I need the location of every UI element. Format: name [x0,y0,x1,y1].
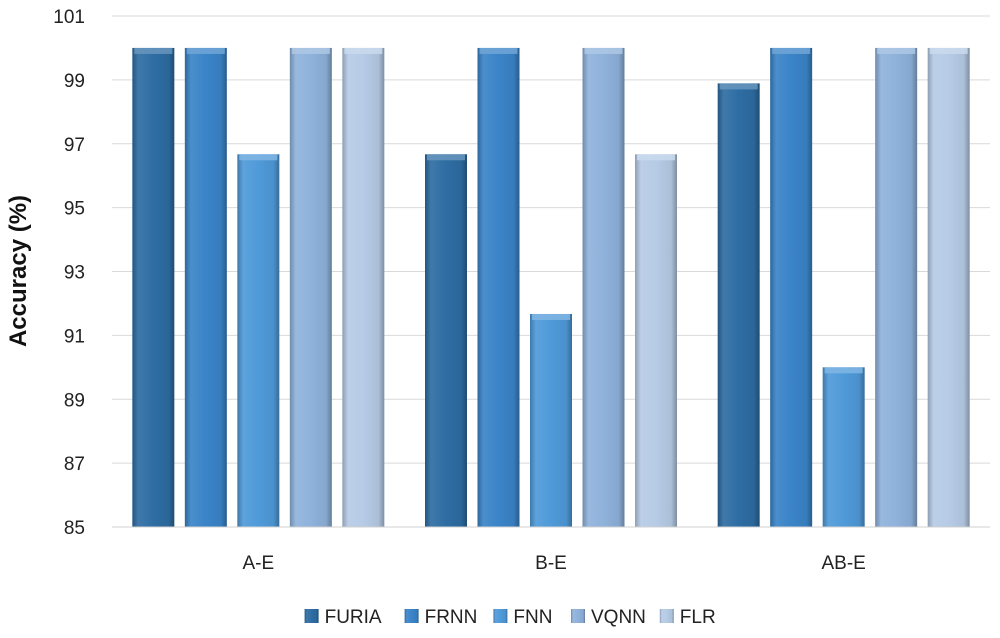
y-axis-title: Accuracy (%) [5,195,32,347]
legend-swatch-FLR [659,609,674,623]
bar-highlight [344,47,383,54]
bar-highlight [772,47,811,54]
bar-A-E-FURIA [132,47,175,527]
bar-AB-E-FLR [927,47,970,527]
bar-highlight [877,47,916,54]
y-tick-label: 87 [64,454,85,475]
bar-highlight [824,367,863,374]
bar-A-E-FLR [342,47,385,527]
y-axis-ticks: 85 87 89 91 93 95 97 99 101 [53,7,85,539]
y-tick-label: 89 [64,390,85,411]
bar-highlight [239,154,278,161]
bar-A-E-FNN [237,154,280,527]
legend-swatch-FNN [493,609,508,623]
bars [132,47,970,527]
legend-label: FRNN [425,607,478,628]
bar-highlight [427,154,465,161]
bar-AB-E-FURIA [717,83,760,527]
bar-highlight [637,154,675,161]
bar-highlight [479,47,518,54]
y-tick-label: 97 [64,135,85,156]
bar-highlight [584,47,623,54]
bar-B-E-FLR [635,154,677,527]
bar-AB-E-FRNN [770,47,813,527]
legend-label: FURIA [325,607,382,628]
bar-B-E-FNN [530,313,572,527]
legend-label: VQNN [591,607,646,628]
bar-A-E-FRNN [184,47,227,527]
x-category-label: A-E [242,553,274,574]
y-tick-label: 101 [53,7,85,28]
bar-highlight [186,47,225,54]
legend-label: FNN [513,607,552,628]
y-tick-label: 91 [64,326,85,347]
bar-B-E-VQNN [582,47,625,527]
legend-label: FLR [680,607,716,628]
bar-highlight [719,83,758,90]
bar-A-E-VQNN [289,47,332,527]
legend-swatch-VQNN [571,609,585,623]
bar-highlight [291,47,330,54]
bar-highlight [532,313,570,320]
bar-AB-E-FNN [822,367,865,527]
legend-swatch-FRNN [404,609,419,623]
bar-AB-E-VQNN [875,47,918,527]
x-category-label: AB-E [821,553,865,574]
bar-B-E-FURIA [425,154,467,527]
legend-swatch-FURIA [304,609,319,623]
bar-highlight [929,47,968,54]
bar-highlight [134,47,173,54]
y-tick-label: 95 [64,199,85,220]
y-tick-label: 93 [64,263,85,284]
x-axis-categories: A-E B-E AB-E [242,553,865,574]
x-category-label: B-E [535,553,567,574]
y-tick-label: 99 [64,71,85,92]
legend: FURIA FRNN FNN VQNN FLR [304,607,716,628]
bar-B-E-FRNN [477,47,520,527]
y-tick-label: 85 [64,518,85,539]
